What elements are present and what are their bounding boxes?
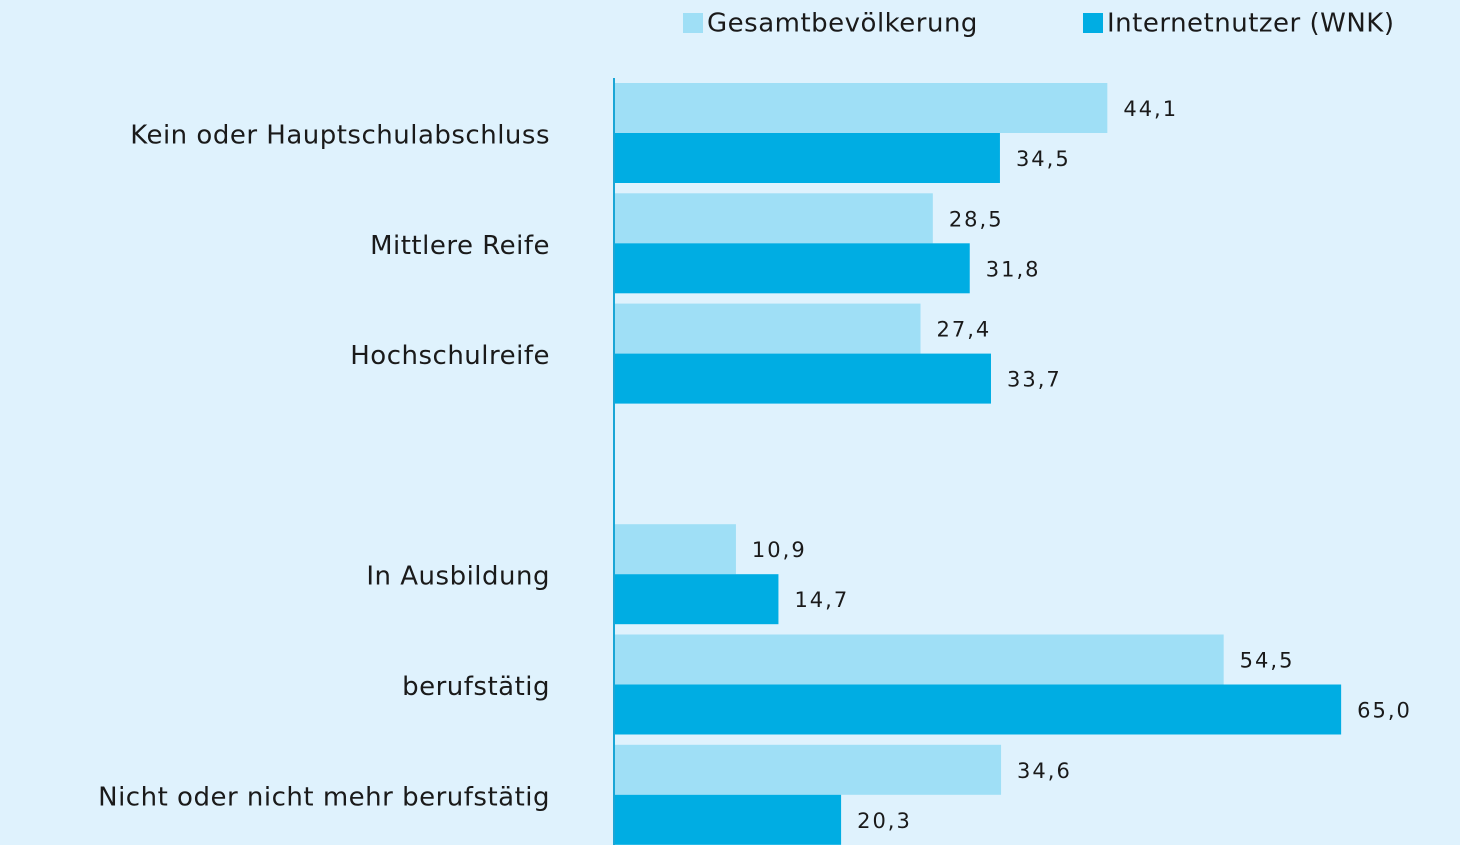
bar	[614, 794, 842, 845]
category-label: In Ausbildung	[366, 562, 550, 592]
value-label: 31,8	[986, 257, 1041, 281]
bar	[614, 83, 1108, 133]
legend-swatch	[683, 13, 703, 33]
bar	[614, 193, 933, 244]
category-label: berufstätig	[402, 672, 550, 702]
bar	[614, 634, 1224, 685]
value-label: 34,6	[1017, 759, 1072, 783]
bar	[614, 744, 1002, 795]
bar	[614, 303, 921, 354]
value-label: 27,4	[937, 318, 992, 342]
category-label: Nicht oder nicht mehr berufstätig	[98, 782, 550, 812]
category-label: Mittlere Reife	[370, 231, 550, 261]
category-label: Hochschulreife	[350, 341, 550, 371]
value-label: 33,7	[1007, 368, 1062, 392]
value-label: 14,7	[794, 588, 849, 612]
value-label: 65,0	[1357, 699, 1412, 723]
bar	[614, 574, 779, 625]
bar	[614, 684, 1342, 735]
category-label: Kein oder Hauptschulabschluss	[130, 121, 550, 151]
bar	[614, 133, 1000, 183]
value-label: 44,1	[1123, 97, 1178, 121]
legend-swatch	[1083, 13, 1103, 33]
bar	[614, 353, 991, 404]
value-label: 20,3	[857, 809, 912, 833]
value-label: 54,5	[1240, 649, 1295, 673]
bar	[614, 243, 970, 294]
legend-label: Gesamtbevölkerung	[707, 9, 978, 39]
value-label: 10,9	[752, 538, 807, 562]
value-label: 34,5	[1016, 147, 1071, 171]
bar	[614, 524, 736, 575]
value-label: 28,5	[949, 207, 1004, 231]
legend-label: Internetnutzer (WNK)	[1107, 9, 1394, 39]
